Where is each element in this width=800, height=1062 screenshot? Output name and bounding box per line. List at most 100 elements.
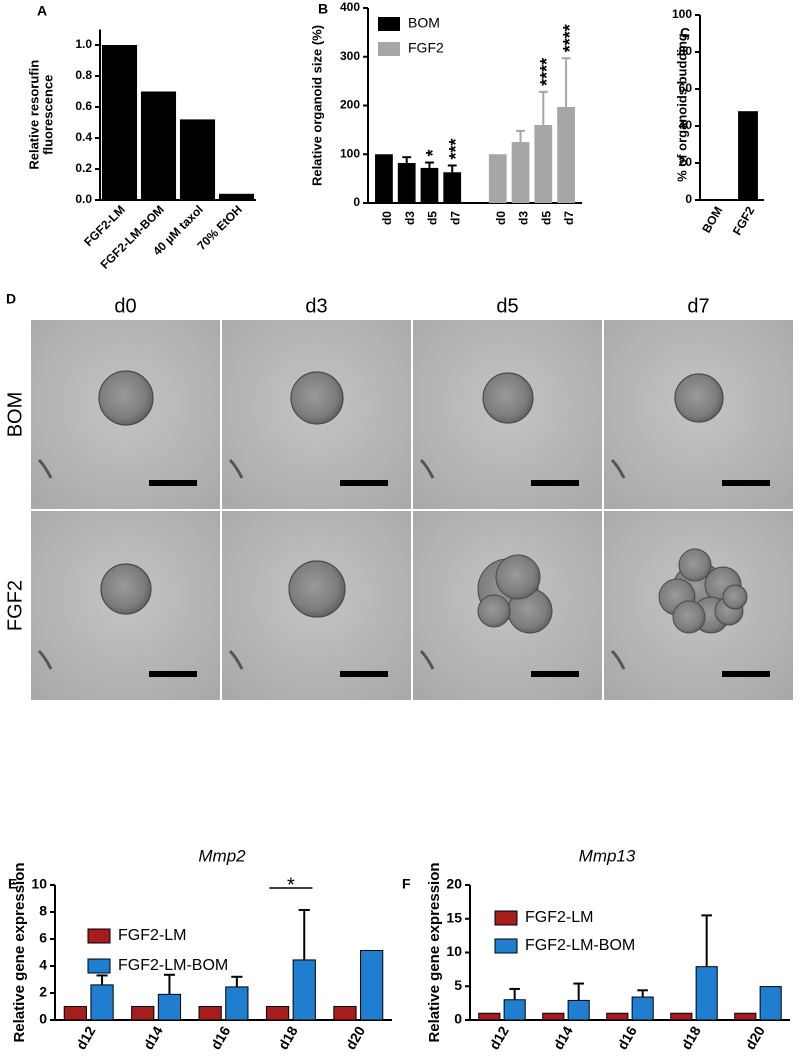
error-bar: [298, 908, 310, 960]
panel-label: A: [37, 3, 47, 19]
bar: [101, 45, 138, 200]
bar: [63, 1006, 87, 1021]
bar: [511, 142, 530, 203]
error-bar: [637, 989, 648, 998]
y-axis-label: % of organoids budding: [674, 33, 689, 182]
error-bar: [561, 57, 571, 107]
error-bar: [447, 164, 457, 173]
panel-label: B: [318, 1, 328, 17]
error-bar: [425, 161, 434, 168]
y-tick-label: 0.8: [75, 68, 92, 82]
row-label: FGF2: [4, 580, 26, 631]
y-tick-label: 15: [446, 909, 462, 925]
significance-label: ***: [446, 138, 466, 159]
bar: [567, 999, 590, 1021]
y-tick-label: 0: [685, 192, 692, 206]
bar: [631, 996, 654, 1021]
panel-label: F: [402, 876, 411, 892]
x-tick-label: d16: [614, 1023, 640, 1052]
bar: [503, 999, 526, 1021]
y-tick-label: 8: [39, 903, 47, 919]
bar: [140, 91, 177, 200]
x-tick-label: d18: [275, 1023, 301, 1052]
y-tick-label: 80: [679, 44, 693, 58]
y-tick-label: 0: [353, 195, 360, 209]
x-tick-label: d5: [539, 211, 553, 225]
bar: [542, 1012, 565, 1021]
organoid: [288, 560, 346, 618]
bar: [225, 986, 249, 1021]
x-tick-label: d16: [207, 1023, 233, 1052]
bar: [557, 106, 575, 203]
y-tick-label: 20: [679, 155, 693, 169]
x-tick-label: d12: [486, 1023, 512, 1052]
x-tick-label: d20: [342, 1023, 368, 1052]
legend-label: FGF2-LM: [118, 927, 186, 944]
debris: [610, 458, 626, 479]
legend-label: FGF2-LM: [525, 909, 593, 926]
x-tick-label: d18: [678, 1023, 704, 1052]
y-tick-label: 0: [39, 1011, 47, 1027]
debris: [419, 649, 435, 670]
debris: [37, 458, 53, 479]
bar: [131, 1006, 155, 1021]
bar: [695, 966, 718, 1021]
y-tick-label: 0.4: [75, 130, 92, 144]
organoid: [495, 554, 541, 600]
y-tick-label: 0.0: [75, 192, 92, 206]
error-bar: [538, 90, 548, 125]
panel-label: E: [8, 876, 17, 892]
bar: [670, 1012, 693, 1021]
y-tick-label: 6: [39, 930, 47, 946]
legend-swatch: [494, 910, 518, 926]
organoid: [672, 600, 706, 634]
scale-bar: [722, 480, 770, 486]
error-bar: [516, 129, 525, 143]
panel-label: C: [680, 25, 690, 41]
y-tick-label: 2: [39, 984, 47, 1000]
error-bar: [96, 974, 108, 985]
column-label: d3: [305, 295, 327, 317]
legend-swatch: [87, 928, 111, 944]
row-label: BOM: [4, 392, 26, 438]
bar: [397, 163, 416, 203]
x-tick-label: d20: [742, 1023, 768, 1052]
y-tick-label: 0: [454, 1011, 462, 1027]
bar: [420, 167, 439, 203]
organoid: [477, 594, 511, 628]
bar: [90, 984, 114, 1021]
bar: [333, 1006, 357, 1021]
error-bar: [701, 914, 712, 967]
scale-bar: [340, 480, 388, 486]
error-bar: [163, 973, 176, 995]
y-tick-label: 200: [340, 98, 360, 112]
y-axis-label: Relative gene expression: [426, 862, 443, 1042]
y-tick-label: 100: [340, 146, 360, 160]
y-tick-label: 40: [679, 118, 693, 132]
x-tick-label: d7: [448, 211, 462, 225]
bar: [734, 1012, 757, 1021]
y-tick-label: 0.2: [75, 161, 92, 175]
error-bar: [402, 156, 412, 164]
y-tick-label: 10: [31, 876, 47, 892]
scale-bar: [340, 671, 388, 677]
organoid: [482, 372, 534, 424]
y-tick-label: 0.6: [75, 99, 92, 113]
legend-swatch: [494, 938, 518, 954]
chart-title: Mmp2: [198, 846, 246, 865]
legend-label: FGF2: [408, 40, 444, 56]
legend-swatch: [378, 42, 400, 56]
legend-swatch: [378, 17, 400, 31]
error-bar: [573, 982, 584, 1001]
y-tick-label: 100: [672, 7, 692, 21]
x-tick-label: d0: [494, 211, 508, 225]
bar: [218, 193, 255, 200]
y-tick-label: 400: [340, 0, 360, 14]
x-tick-label: d3: [517, 211, 531, 225]
bar: [265, 1006, 290, 1021]
x-tick-label: d0: [380, 211, 394, 225]
x-tick-label: d14: [140, 1023, 166, 1052]
bar: [488, 154, 507, 203]
bar: [534, 125, 553, 203]
